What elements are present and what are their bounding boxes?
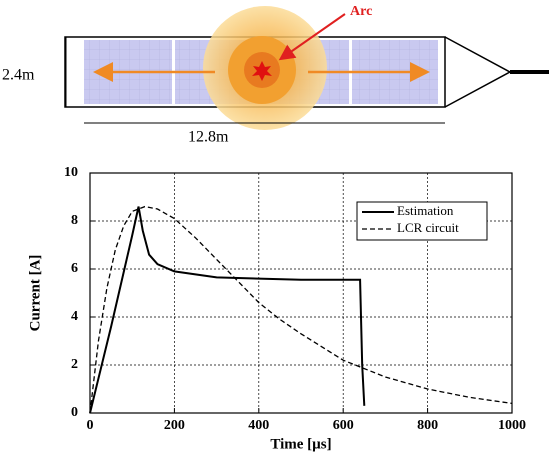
y-axis-label: Current [A] bbox=[27, 255, 43, 332]
y-tick-label: 6 bbox=[71, 261, 78, 276]
x-tick-label: 0 bbox=[87, 418, 94, 433]
legend-box bbox=[356, 201, 488, 241]
line-series bbox=[89, 205, 513, 414]
legend-label: Estimation bbox=[397, 203, 454, 218]
arc-pointer bbox=[278, 13, 346, 61]
arc-label: Arc bbox=[350, 4, 372, 19]
x-tick-label: 600 bbox=[333, 418, 354, 433]
satellite-diagram: Arc 2.4m 12.8m bbox=[2, 4, 549, 146]
length-label: 12.8m bbox=[188, 129, 229, 146]
x-axis-label: Time [µs] bbox=[270, 436, 331, 452]
chart: 0 2 4 6 8 10 0 200 400 600 800 1000 Time [µs] Current… bbox=[27, 165, 526, 452]
legend-label: LCR circuit bbox=[397, 220, 459, 235]
x-tick-label: 1000 bbox=[498, 418, 526, 433]
arc-star bbox=[252, 61, 272, 81]
x-tick-label: 800 bbox=[417, 418, 438, 433]
plot-frame bbox=[89, 172, 513, 414]
line-series bbox=[89, 206, 366, 414]
y-tick-label: 4 bbox=[71, 309, 78, 324]
x-tick-label: 400 bbox=[248, 418, 269, 433]
y-tick-label: 8 bbox=[71, 213, 78, 228]
body bbox=[444, 36, 512, 108]
y-tick-label: 2 bbox=[71, 357, 78, 372]
x-tick-label: 200 bbox=[164, 418, 185, 433]
y-tick-label: 10 bbox=[64, 165, 78, 180]
height-label: 2.4m bbox=[2, 67, 35, 84]
y-tick-label: 0 bbox=[71, 405, 78, 420]
